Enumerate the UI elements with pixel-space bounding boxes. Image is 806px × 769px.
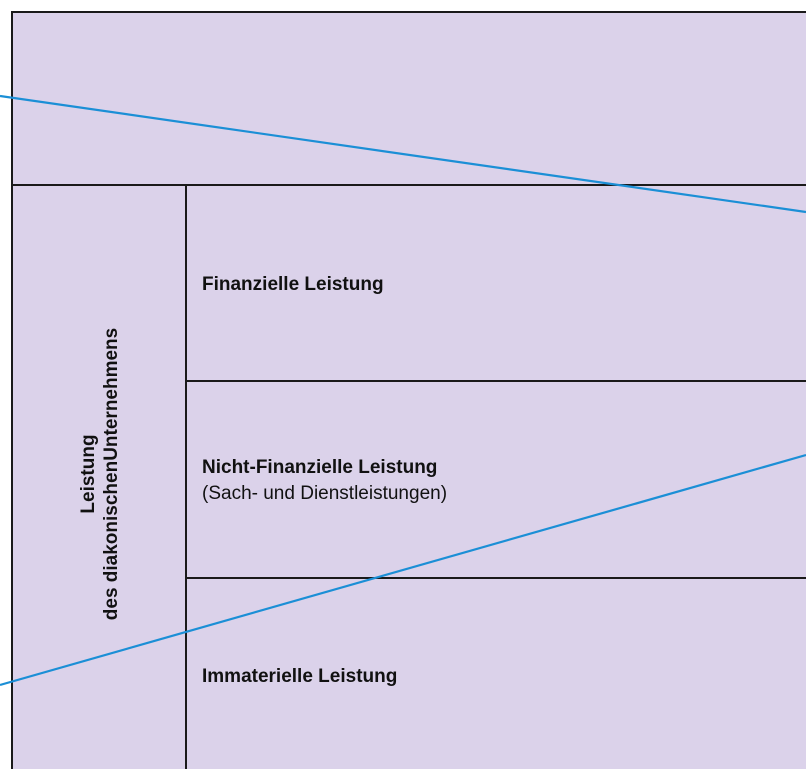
row-divider-1 [186,380,806,382]
column-divider [185,185,187,769]
row-title: Finanzielle Leistung [202,274,384,295]
top-panel [12,12,806,185]
row-label-non-financial: Nicht-Finanzielle Leistung (Sach- und Di… [202,455,447,507]
side-label-line2: des diakonischenUnternehmens [101,327,122,621]
left-border [11,11,13,769]
row-title: Immaterielle Leistung [202,666,398,687]
header-divider [12,184,806,186]
row-title: Nicht-Finanzielle Leistung [202,457,438,478]
side-label-line1: Leistung [78,434,99,514]
top-border [12,11,806,13]
row-label-financial: Finanzielle Leistung [202,272,384,298]
row-divider-2 [186,577,806,579]
side-label: Leistung des diakonischenUnternehmens [77,264,123,684]
row-label-immaterial: Immaterielle Leistung [202,664,397,690]
row-panel-financial [187,185,806,381]
row-subtitle: (Sach- und Dienstleistungen) [202,483,448,504]
